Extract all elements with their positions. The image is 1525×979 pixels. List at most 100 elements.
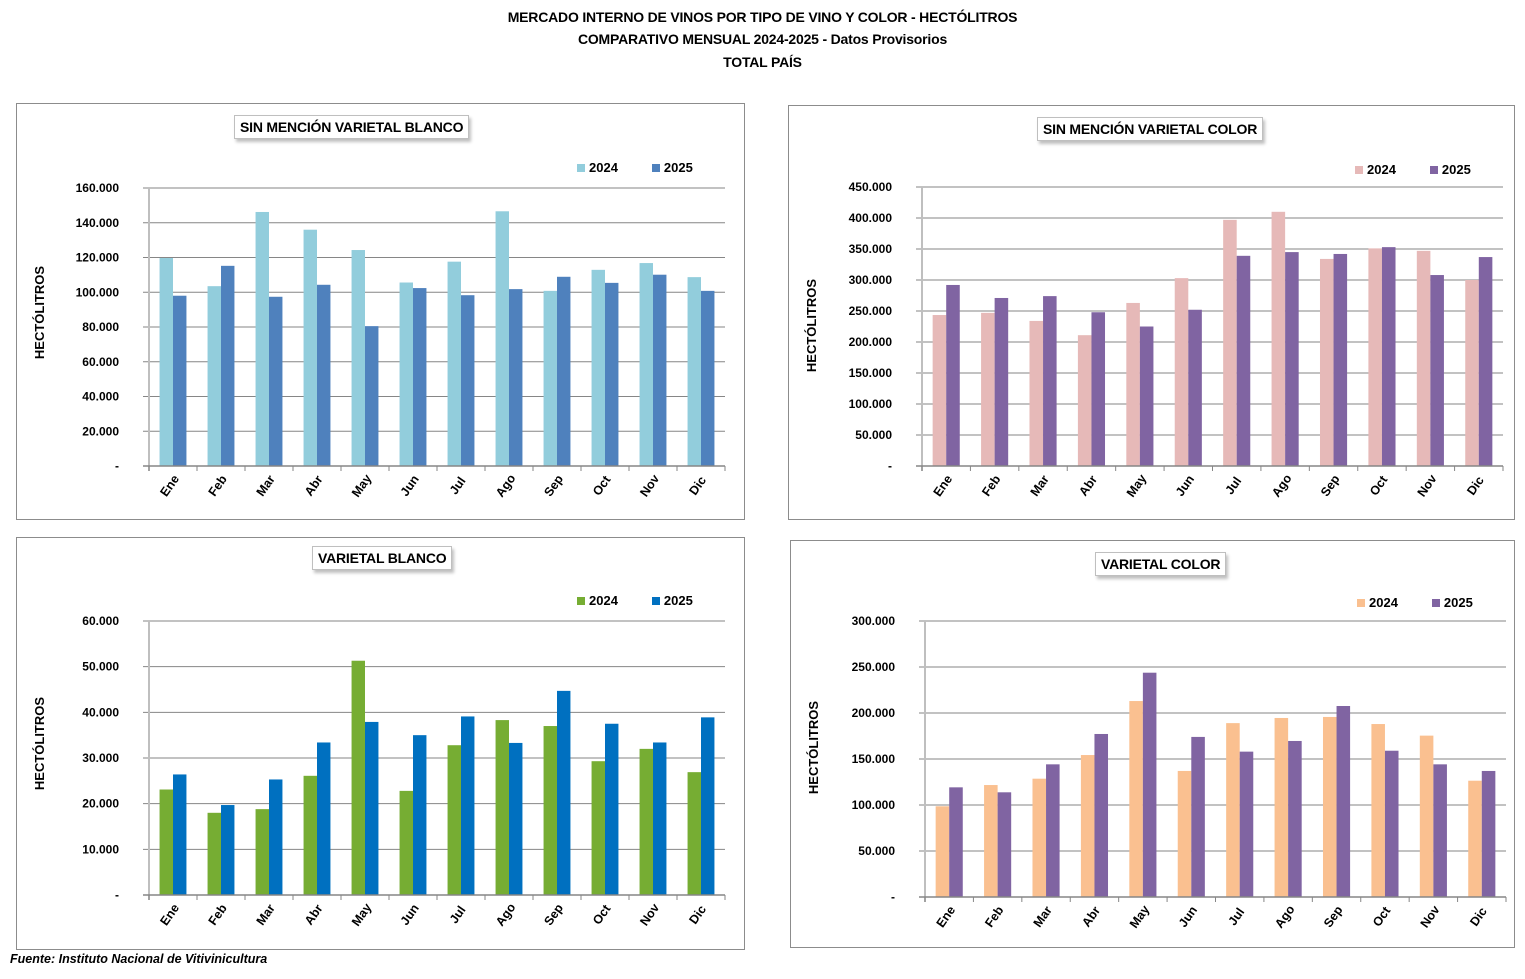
x-tick-label: Abr <box>1076 473 1100 499</box>
bar-2024-ene <box>159 258 173 466</box>
x-tick-label: Ene <box>157 901 182 928</box>
bar-2024-jun <box>399 282 413 466</box>
legend-entry-2024: 2024 <box>1355 162 1396 177</box>
x-tick-label: Dic <box>686 903 709 927</box>
bar-2024-jun <box>399 790 413 895</box>
legend-label: 2024 <box>1367 162 1396 177</box>
bar-2025-jun <box>413 288 427 466</box>
y-tick-label: 250.000 <box>852 660 896 674</box>
x-tick-label: Mar <box>254 472 278 498</box>
bar-2024-may <box>1129 701 1143 897</box>
bar-2024-sep <box>1319 258 1334 466</box>
bar-2025-may <box>1142 672 1157 897</box>
legend-entry-2025: 2025 <box>651 593 693 608</box>
x-tick-label: Nov <box>637 901 662 928</box>
x-tick-label: Feb <box>982 903 1006 930</box>
bar-2024-ago <box>1271 211 1286 466</box>
x-tick-label: Ene <box>934 903 959 930</box>
bar-2024-ago <box>495 720 509 895</box>
y-tick-label: 50.000 <box>82 660 119 674</box>
bar-2024-feb <box>207 812 221 895</box>
x-tick-label: Oct <box>590 901 614 927</box>
y-tick-label: 20.000 <box>82 424 119 438</box>
y-tick-label: 450.000 <box>849 180 893 194</box>
x-tick-label: Oct <box>590 472 614 498</box>
legend-swatch <box>1429 165 1438 174</box>
bar-2024-nov <box>639 263 653 466</box>
x-tick-label: Abr <box>302 902 326 928</box>
bar-2024-ago <box>495 211 509 466</box>
x-tick-label: Ago <box>1269 471 1295 499</box>
bar-2024-mar <box>1029 320 1044 466</box>
legend-label: 2024 <box>1369 595 1398 610</box>
y-tick-label: 50.000 <box>858 844 895 858</box>
bar-2024-jun <box>1174 278 1189 466</box>
bar-2025-oct <box>1381 247 1396 466</box>
bar-2025-ene <box>173 295 187 466</box>
legend-label: 2024 <box>589 160 618 175</box>
legend-swatch <box>577 163 585 172</box>
bar-2025-jun <box>1191 736 1205 897</box>
x-tick-label: Jun <box>398 902 422 928</box>
x-tick-label: Mar <box>1028 472 1052 498</box>
legend-label: 2025 <box>663 593 693 608</box>
source-footer: Fuente: Instituto Nacional de Vitivinicu… <box>10 952 268 966</box>
legend-swatch <box>1357 598 1365 607</box>
legend-label: 2025 <box>1441 162 1471 177</box>
bar-2024-ene <box>935 806 950 897</box>
x-tick-label: Dic <box>1464 474 1487 498</box>
bar-chart-svg: - 50.000 100.000 150.000 200.000 250.000 300.0… <box>849 180 1504 500</box>
x-tick-label: Jun <box>1173 473 1197 499</box>
bar-2024-oct <box>1371 724 1385 897</box>
bar-2024-feb <box>207 286 221 466</box>
bar-2025-oct <box>605 282 619 466</box>
y-tick-label: 300.000 <box>849 273 893 287</box>
bar-2025-mar <box>269 296 283 466</box>
bar-2024-nov <box>639 748 653 895</box>
y-tick-label: - <box>891 890 895 904</box>
bar-2024-jul <box>1226 723 1240 897</box>
bar-2024-oct <box>591 761 605 895</box>
bar-2025-jun <box>1188 309 1202 466</box>
x-tick-label: Jun <box>398 473 422 499</box>
x-tick-label: Dic <box>1467 905 1490 929</box>
bar-2024-sep <box>543 726 557 895</box>
bar-2025-abr <box>317 284 331 466</box>
legend-entry-2024: 2024 <box>577 593 618 608</box>
bar-2025-abr <box>317 742 331 895</box>
y-tick-label: 40.000 <box>82 390 119 404</box>
y-tick-label: 150.000 <box>849 366 893 380</box>
y-tick-label: - <box>115 888 119 902</box>
y-tick-label: 250.000 <box>849 304 893 318</box>
bar-2025-abr <box>1091 312 1106 466</box>
x-tick-label: Mar <box>1031 903 1055 929</box>
bar-2024-jul <box>447 261 461 466</box>
main-title-line2: COMPARATIVO MENSUAL 2024-2025 - Datos Pr… <box>577 31 948 47</box>
y-tick-label: 100.000 <box>76 285 120 299</box>
legend-swatch <box>1431 598 1440 607</box>
bar-2025-ago <box>509 289 523 466</box>
bar-2025-mar <box>1043 296 1057 466</box>
x-tick-label: Sep <box>541 901 566 928</box>
bar-2024-jul <box>1223 219 1237 466</box>
bar-2025-ene <box>946 284 960 466</box>
x-tick-label: Ago <box>1272 902 1298 930</box>
bar-2025-may <box>1139 326 1154 466</box>
x-tick-label: Jul <box>447 903 469 926</box>
x-tick-label: Oct <box>1370 903 1394 929</box>
bar-2025-jul <box>461 716 475 895</box>
chart-legend: 2024 2025 <box>577 593 693 608</box>
bar-2025-dic <box>701 717 715 895</box>
bar-2025-jul <box>1239 751 1254 897</box>
x-tick-label: Ene <box>931 472 956 499</box>
bar-2025-ago <box>1288 740 1302 897</box>
legend-entry-2024: 2024 <box>577 160 618 175</box>
chart-legend: 2024 2025 <box>1355 162 1471 177</box>
bar-2025-jul <box>1236 255 1251 466</box>
x-tick-label: Jul <box>447 474 469 497</box>
bar-2025-dic <box>1481 770 1496 897</box>
chart-panel-sin-mencion-varietal-color: HECTÓLITROS -50.000 100.000 150.000 200.000 2… <box>788 105 1515 520</box>
legend-label: 2025 <box>663 160 693 175</box>
chart-title: SIN MENCIÓN VARIETAL COLOR <box>1037 117 1264 141</box>
x-tick-label: Jul <box>1226 905 1248 928</box>
